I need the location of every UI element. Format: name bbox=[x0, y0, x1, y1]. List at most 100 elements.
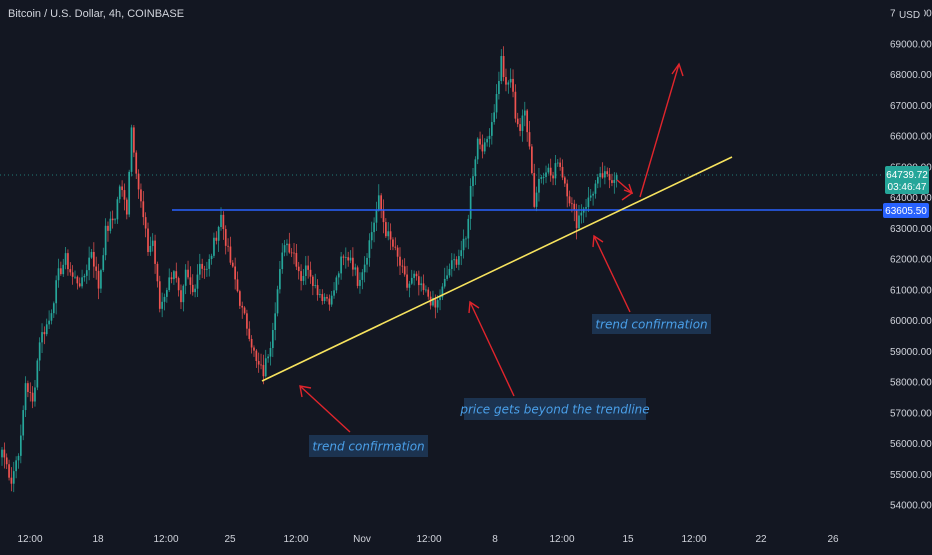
candle-body bbox=[580, 212, 583, 216]
candle-body bbox=[490, 122, 493, 136]
candle-body bbox=[236, 279, 239, 292]
candle-body bbox=[596, 177, 599, 184]
candle-body bbox=[516, 118, 519, 125]
candle-body bbox=[344, 257, 347, 259]
time-tick-label: 12:00 bbox=[283, 534, 308, 545]
candle-body bbox=[328, 298, 331, 305]
candle-body bbox=[498, 81, 500, 94]
candle-body bbox=[50, 313, 53, 321]
candle-body bbox=[57, 268, 60, 281]
candle-body bbox=[208, 259, 211, 269]
price-tick-label: 59000.00 bbox=[890, 347, 932, 358]
annotation-label-1[interactable]: trend confirmation bbox=[309, 435, 428, 457]
time-tick-label: Nov bbox=[353, 534, 371, 545]
chart-title: Bitcoin / U.S. Dollar, 4h, COINBASE bbox=[8, 8, 184, 20]
candle-body bbox=[476, 138, 479, 160]
candle-body bbox=[206, 268, 208, 270]
time-axis[interactable]: 12:00 18 12:00 25 12:00 Nov 12:00 8 12:00 15 12:00… bbox=[17, 534, 839, 545]
candle-body bbox=[300, 271, 302, 281]
candle-body bbox=[60, 268, 62, 275]
candle-body bbox=[460, 250, 463, 257]
price-tick-label: 60000.00 bbox=[890, 316, 932, 327]
candle-body bbox=[246, 313, 248, 329]
candle-body bbox=[276, 289, 279, 314]
candle-body bbox=[215, 237, 218, 241]
candle-body bbox=[107, 225, 109, 231]
candle-body bbox=[446, 275, 448, 279]
candle-body bbox=[533, 173, 536, 207]
price-tick-label: 63000.00 bbox=[890, 224, 932, 235]
time-tick-label: 12:00 bbox=[153, 534, 178, 545]
candle-body bbox=[316, 285, 319, 296]
candle-body bbox=[415, 273, 418, 277]
price-axis[interactable]: 54000.00 55000.00 56000.00 57000.00 58000.00… bbox=[890, 9, 932, 512]
price-tick-label: 55000.00 bbox=[890, 470, 932, 481]
price-tick-label: 58000.00 bbox=[890, 378, 932, 389]
trendline[interactable] bbox=[261, 156, 733, 382]
annotation-label-3[interactable]: trend confirmation bbox=[592, 314, 711, 334]
annotation-label-2[interactable]: price gets beyond the trendline bbox=[459, 398, 650, 420]
candle-body bbox=[85, 270, 88, 276]
candle-body bbox=[48, 320, 50, 325]
candle-body bbox=[483, 142, 486, 152]
candle-body bbox=[90, 251, 93, 258]
candle-body bbox=[253, 347, 255, 351]
level-price-tag: 63605.50 bbox=[883, 203, 929, 218]
candle-body bbox=[166, 290, 168, 297]
candle-body bbox=[213, 237, 215, 256]
candle-body bbox=[257, 360, 260, 365]
candle-body bbox=[283, 245, 286, 253]
candle-body bbox=[604, 171, 606, 178]
candle-body bbox=[36, 360, 39, 388]
candle-body bbox=[521, 115, 524, 131]
candle-body bbox=[156, 263, 159, 282]
candle-body bbox=[170, 277, 173, 280]
candle-body bbox=[137, 173, 140, 190]
candle-body bbox=[413, 273, 415, 278]
candle-body bbox=[144, 217, 147, 229]
candle-body bbox=[182, 285, 185, 303]
candle-body bbox=[340, 256, 342, 274]
candle-body bbox=[406, 274, 408, 288]
candle-body bbox=[467, 218, 470, 239]
candle-body bbox=[479, 138, 481, 145]
candle-body bbox=[163, 296, 166, 302]
candle-body bbox=[561, 166, 564, 178]
candle-body bbox=[526, 110, 529, 133]
candle-body bbox=[19, 435, 22, 456]
candle-body bbox=[281, 252, 284, 270]
candle-body bbox=[78, 283, 81, 287]
candle-body bbox=[450, 260, 453, 269]
candle-body bbox=[114, 219, 116, 221]
candle-body bbox=[184, 269, 187, 286]
candle-body bbox=[549, 167, 552, 176]
candle-body bbox=[587, 197, 590, 208]
time-tick-label: 15 bbox=[622, 534, 634, 545]
candle-body bbox=[109, 218, 112, 231]
candle-body bbox=[559, 162, 561, 167]
candle-body bbox=[168, 277, 171, 291]
price-tick-label: 69000.00 bbox=[890, 39, 932, 50]
candle-body bbox=[27, 383, 29, 392]
candle-body bbox=[389, 231, 392, 240]
candle-body bbox=[224, 229, 227, 246]
price-tick-label: 66000.00 bbox=[890, 132, 932, 143]
candle-body bbox=[554, 163, 557, 179]
candle-body bbox=[189, 277, 192, 285]
time-tick-label: 12:00 bbox=[17, 534, 42, 545]
time-tick-label: 8 bbox=[492, 534, 498, 545]
time-tick-label: 18 bbox=[92, 534, 104, 545]
currency-badge[interactable] bbox=[895, 6, 924, 22]
candle-body bbox=[286, 243, 288, 246]
candle-body bbox=[45, 324, 48, 335]
candle-body bbox=[495, 93, 498, 113]
time-tick-label: 25 bbox=[224, 534, 236, 545]
candle-body bbox=[227, 245, 229, 247]
candle-body bbox=[462, 238, 465, 251]
candle-body bbox=[62, 264, 65, 275]
candle-body bbox=[130, 127, 133, 172]
price-tick-label: 54000.00 bbox=[890, 501, 932, 512]
